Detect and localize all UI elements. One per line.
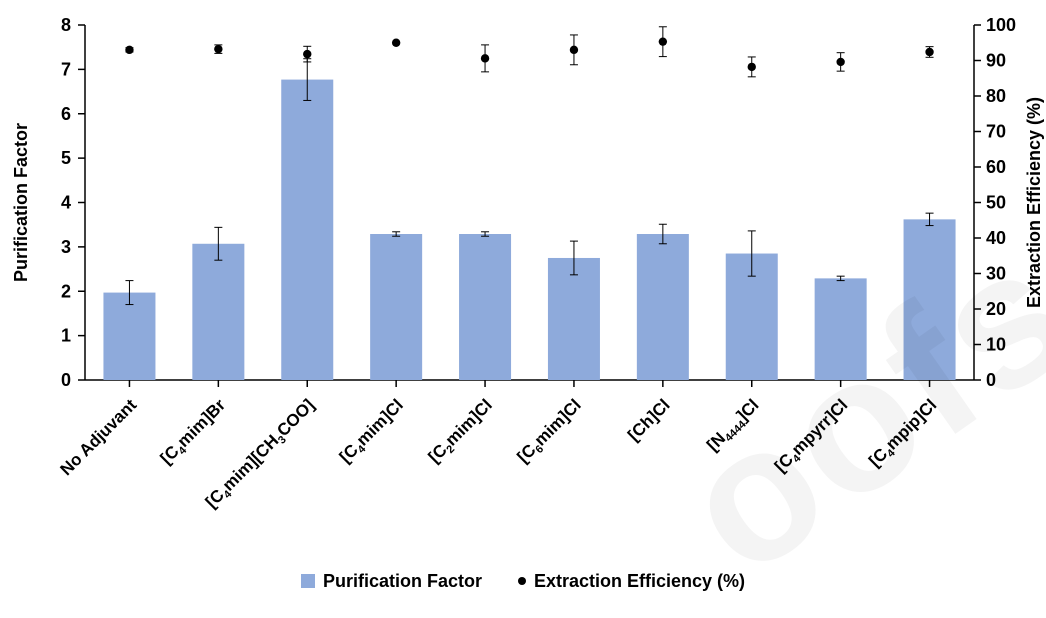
legend-label-extraction-efficiency: Extraction Efficiency (%) (533, 570, 746, 591)
legend-item-extraction-efficiency[interactable]: Extraction Efficiency (%) (517, 570, 746, 592)
y2-tick-label: 40 (986, 228, 1006, 248)
chart: 0123456780102030405060708090100Purificat… (11, 15, 1044, 512)
data-point (925, 47, 934, 57)
y2-tick-label: 0 (986, 370, 996, 390)
legend: Purification Factor Extraction Efficienc… (0, 568, 1046, 594)
data-point (303, 49, 312, 59)
y-tick-label: 3 (61, 237, 71, 257)
bar (281, 79, 334, 381)
y-tick-label: 0 (61, 370, 71, 390)
bar (903, 219, 956, 380)
y2-tick-label: 100 (986, 15, 1016, 35)
y2-tick-label: 70 (986, 122, 1006, 142)
y-tick-label: 1 (61, 326, 71, 346)
x-tick-label: [C4mim]Cl (336, 395, 409, 468)
bar (459, 234, 512, 380)
data-point (214, 44, 223, 54)
bar (636, 234, 689, 380)
legend-item-purification-factor[interactable]: Purification Factor (300, 570, 482, 592)
y-tick-label: 6 (61, 104, 71, 124)
data-point (391, 38, 401, 47)
data-point (569, 45, 579, 55)
y2-axis-title: Extraction Efficiency (%) (1024, 97, 1044, 308)
x-tick-label: [C2mim]Cl (425, 395, 498, 468)
x-tick-label: [C4mim]Br (157, 395, 232, 470)
data-point (836, 57, 845, 67)
x-tick-label: [N4444]Cl (703, 395, 765, 457)
x-tick-label: [Ch]Cl (624, 395, 673, 444)
bar (370, 234, 423, 380)
x-tick-label: No Adjuvant (56, 395, 140, 479)
x-tick-label: [C4mpyrr]Cl (771, 395, 854, 478)
data-point (747, 62, 756, 72)
bar (814, 278, 867, 380)
y-tick-label: 7 (61, 59, 71, 79)
y2-tick-label: 10 (986, 335, 1006, 355)
y-tick-label: 4 (61, 193, 71, 213)
bar (103, 292, 156, 380)
data-point (480, 54, 490, 63)
y2-tick-label: 60 (986, 157, 1006, 177)
y-tick-label: 2 (61, 281, 71, 301)
y2-tick-label: 50 (986, 193, 1006, 213)
y2-tick-label: 90 (986, 51, 1006, 71)
legend-label-purification-factor: Purification Factor (322, 570, 482, 591)
data-point (658, 37, 668, 46)
y-axis-title: Purification Factor (11, 123, 31, 282)
data-point (125, 45, 134, 55)
y2-tick-label: 20 (986, 299, 1006, 319)
y-tick-label: 8 (61, 15, 71, 35)
bar (547, 257, 600, 380)
x-tick-label: [C4mpip]Cl (865, 395, 942, 472)
x-tick-label: [C6mim]Cl (514, 395, 587, 468)
legend-swatch-bar (300, 574, 315, 588)
legend-swatch-dot (517, 577, 526, 585)
y2-tick-label: 30 (986, 264, 1006, 284)
bar (192, 243, 245, 380)
y-tick-label: 5 (61, 148, 71, 168)
y2-tick-label: 80 (986, 86, 1006, 106)
